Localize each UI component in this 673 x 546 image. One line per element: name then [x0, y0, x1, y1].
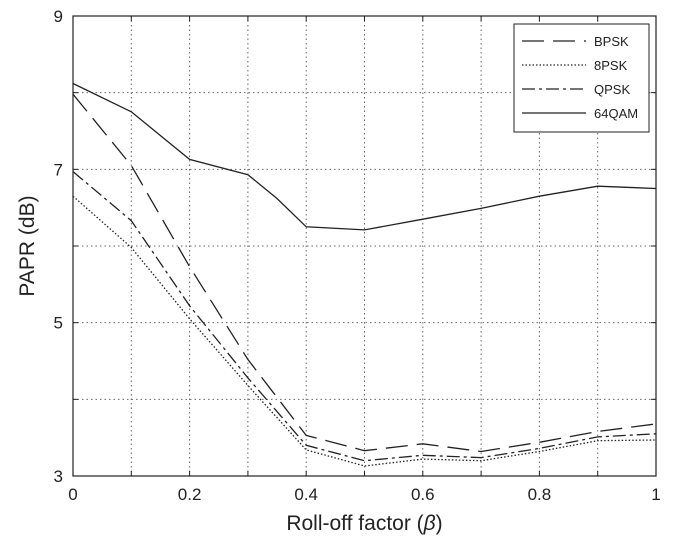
legend-box: [513, 23, 650, 133]
y-tick-label: 7: [54, 160, 63, 179]
x-tick-label: 0.6: [411, 485, 435, 504]
x-tick-label: 1: [651, 485, 660, 504]
x-tick-label: 0.2: [178, 485, 202, 504]
x-tick-label: 0: [68, 485, 77, 504]
axis-ticks: [72, 15, 657, 477]
x-axis-label-end: ): [436, 512, 443, 535]
series-line-qpsk: [72, 171, 657, 462]
x-axis-label-symbol: β: [423, 512, 436, 535]
tick-labels: 0 0.2 0.4 0.6 0.8 1 3 5 7 9: [54, 7, 661, 504]
x-axis-label: Roll-off factor (β): [286, 512, 442, 535]
legend-label-bpsk: BPSK: [594, 34, 629, 49]
x-tick-label: 0.4: [294, 485, 318, 504]
y-tick-label: 5: [54, 314, 63, 333]
y-tick-label: 3: [54, 467, 63, 486]
series-line-64qam: [72, 82, 657, 231]
legend-label-64qam: 64QAM: [594, 106, 638, 121]
legend-label-qpsk: QPSK: [594, 82, 630, 97]
x-axis-label-main: Roll-off factor (: [286, 512, 423, 535]
y-tick-label: 9: [54, 7, 63, 26]
series-line-bpsk: [72, 93, 657, 453]
series-lines: [72, 82, 657, 467]
y-axis-label: PAPR (dB): [16, 195, 39, 296]
grid-lines: [73, 16, 656, 476]
legend-label-8psk: 8PSK: [594, 58, 628, 73]
x-tick-label: 0.8: [528, 485, 552, 504]
legend: BPSK 8PSK QPSK 64QAM: [513, 23, 650, 133]
